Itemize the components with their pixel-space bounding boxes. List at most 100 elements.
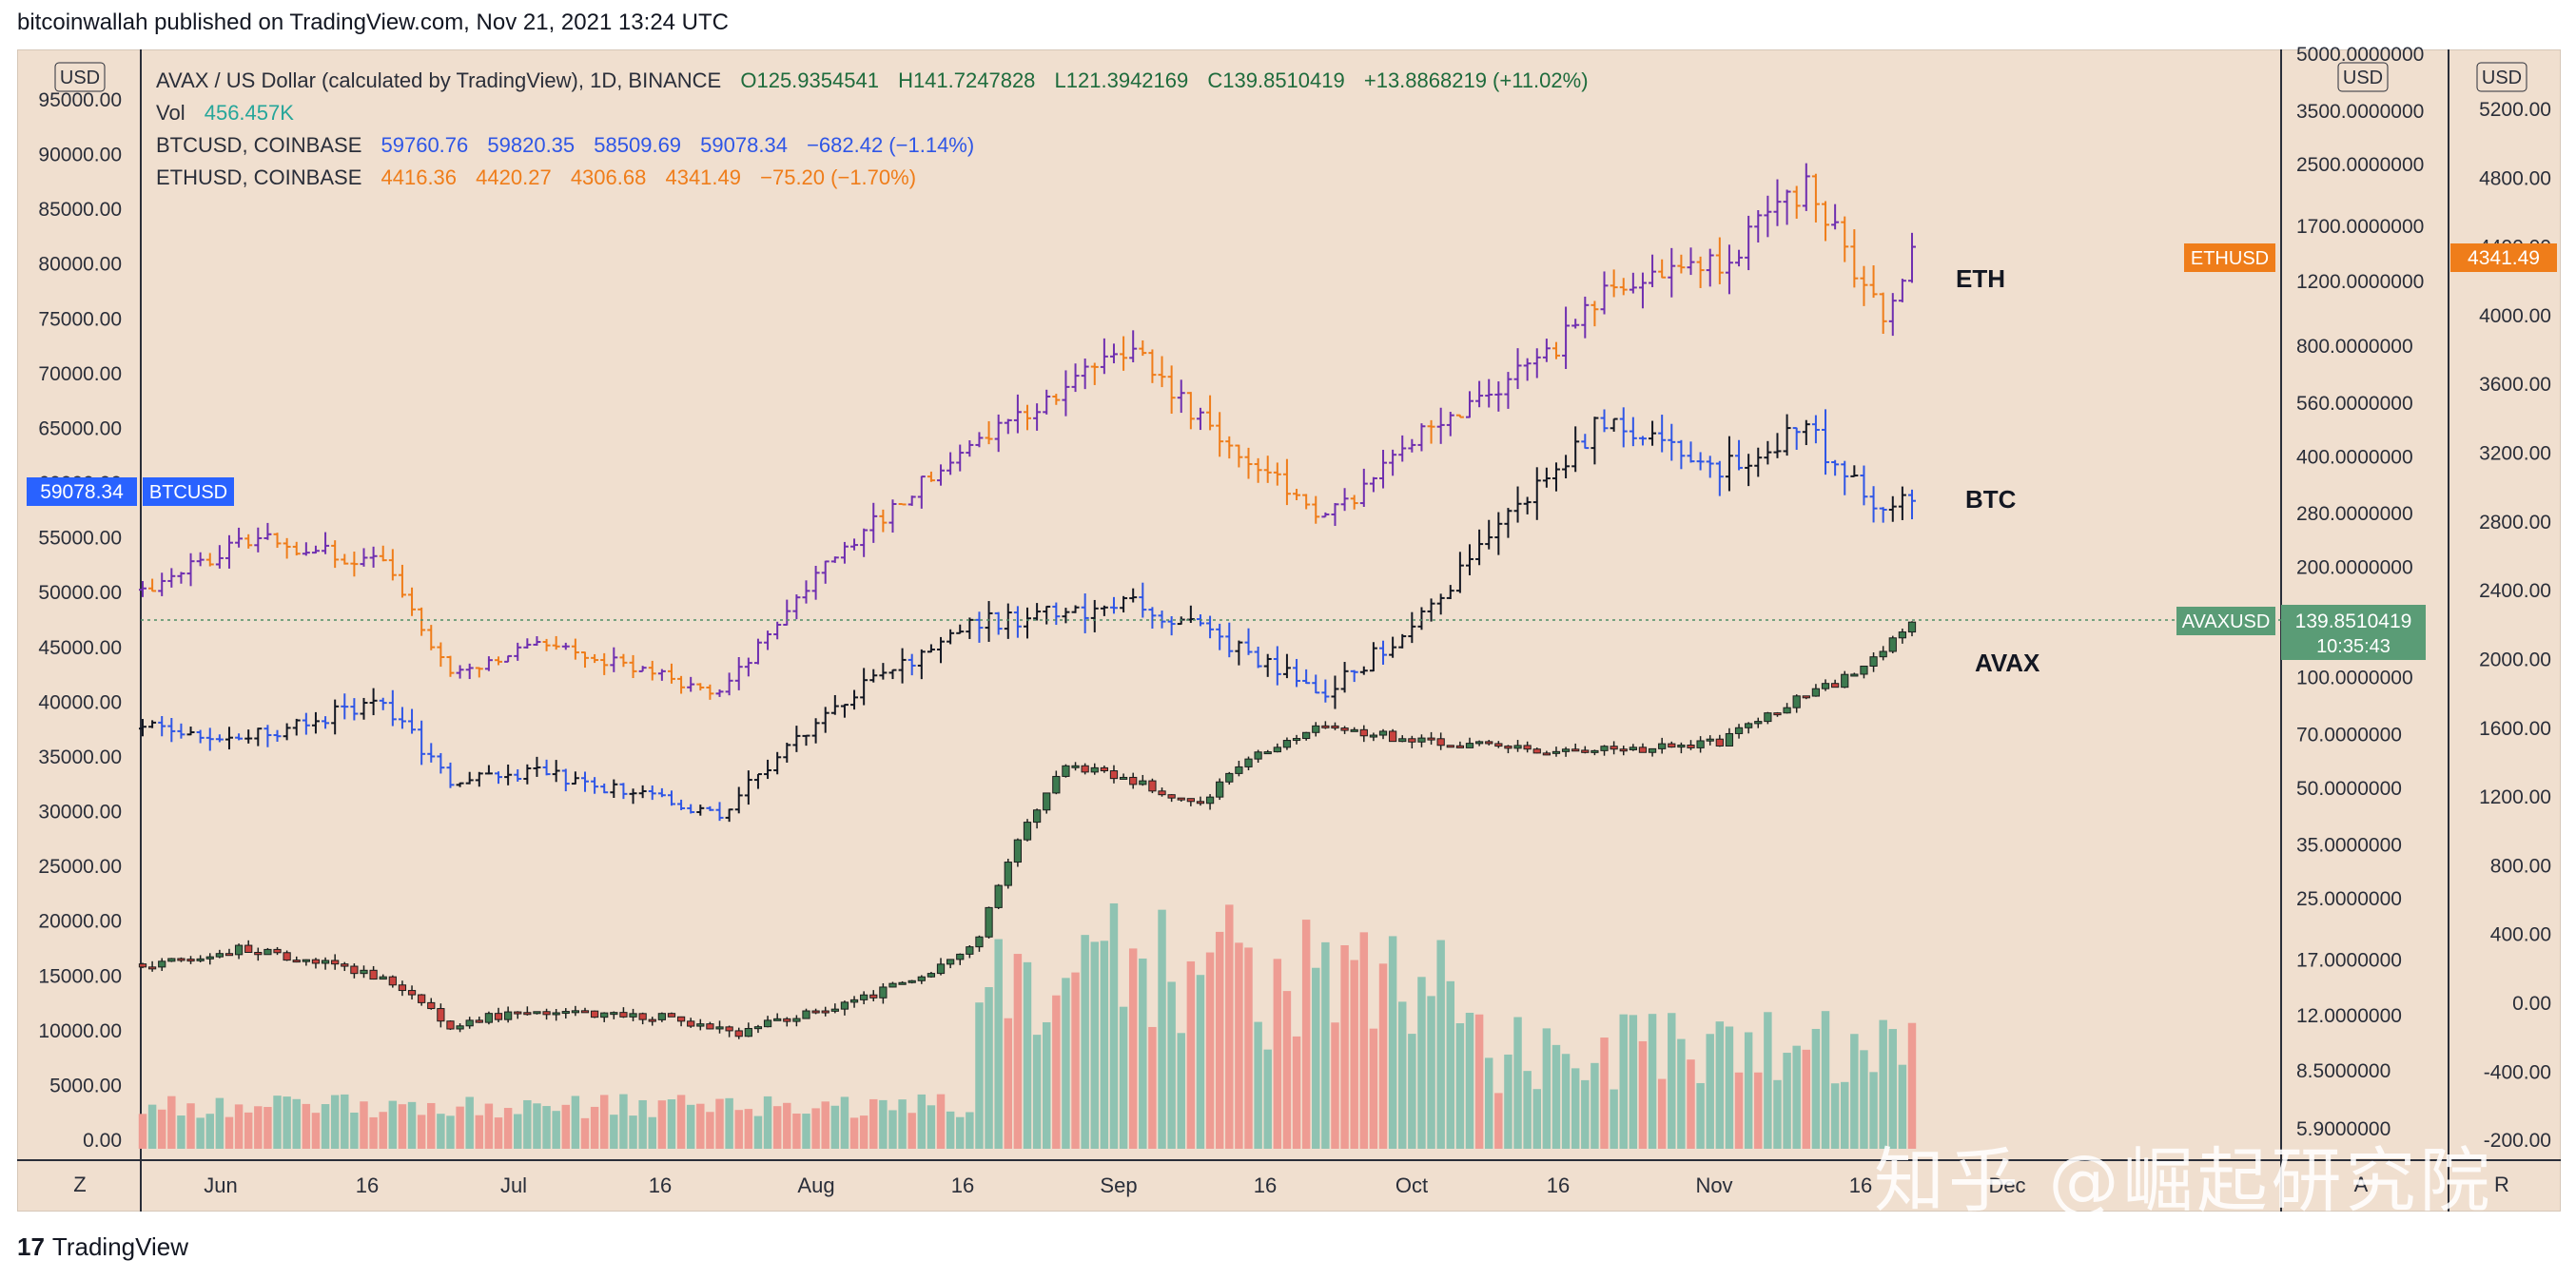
- avax-candle: [244, 944, 253, 953]
- avax-candle: [465, 1019, 474, 1027]
- volume-bar: [167, 1096, 176, 1149]
- volume-bar: [1542, 1028, 1551, 1149]
- volume-bar: [1696, 1082, 1705, 1149]
- volume-bar: [1687, 1059, 1695, 1149]
- volume-bar: [888, 1110, 897, 1149]
- avax-candle: [1062, 765, 1070, 777]
- volume-bar: [840, 1096, 849, 1149]
- svg-text:BTCUSD: BTCUSD: [149, 482, 227, 503]
- avax-axis-tick-label: 8.5000000: [2296, 1060, 2391, 1082]
- avax-legend-row[interactable]: AVAX / US Dollar (calculated by TradingV…: [156, 65, 1589, 97]
- time-axis-label: Sep: [1100, 1173, 1137, 1197]
- time-axis-label: 16: [1849, 1173, 1872, 1197]
- volume-bar: [1186, 960, 1196, 1149]
- avax-name-tag[interactable]: AVAXUSD: [2176, 607, 2275, 635]
- volume-bar: [1551, 1044, 1561, 1149]
- avax-candle: [802, 1010, 810, 1019]
- avax-candle: [1821, 683, 1830, 689]
- volume-bar: [783, 1102, 791, 1149]
- volume-bar: [917, 1094, 927, 1149]
- avax-candle: [888, 982, 897, 988]
- avax-candle: [1590, 749, 1599, 753]
- avax-candle: [147, 966, 157, 970]
- avax-candle: [1186, 798, 1195, 803]
- avax-candle: [1668, 743, 1676, 748]
- avax-candle: [1023, 822, 1032, 841]
- eth-name-tag[interactable]: ETHUSD: [2184, 243, 2275, 272]
- right-unit-box[interactable]: USD: [2476, 62, 2527, 92]
- auto-scale-button[interactable]: A: [2354, 1173, 2369, 1196]
- avax-candle: [215, 953, 224, 958]
- avax-axis-tick-label: 35.0000000: [2296, 835, 2402, 857]
- volume-bar: [1571, 1068, 1580, 1149]
- eth-price-axis[interactable]: 5200.004800.004400.004000.003600.003200.…: [2479, 99, 2551, 1152]
- btc-legend-name: BTCUSD, COINBASE: [156, 133, 362, 157]
- avax-axis-tick-label: 1200.0000000: [2296, 271, 2424, 293]
- volume-bar: [552, 1111, 560, 1149]
- avax-candle: [341, 963, 349, 967]
- avax-candle: [619, 1012, 628, 1018]
- reset-zoom-button[interactable]: Z: [65, 1168, 95, 1198]
- avax-candle: [523, 1012, 532, 1016]
- right-scale-button[interactable]: R: [2494, 1173, 2509, 1196]
- volume-bar: [696, 1103, 705, 1149]
- left-unit-box[interactable]: USD: [54, 62, 106, 92]
- btc-legend-row[interactable]: BTCUSD, COINBASE 59760.76 59820.35 58509…: [156, 129, 1589, 162]
- eth-price-tag[interactable]: 4341.49: [2450, 243, 2557, 272]
- volume-bar: [898, 1099, 907, 1149]
- btc-axis-tick-label: 40000.00: [38, 691, 122, 713]
- avax-candle: [1802, 695, 1810, 699]
- volume-bar: [1657, 1078, 1667, 1149]
- btc-axis-tick-label: 5000.00: [49, 1075, 122, 1096]
- volume-bar: [1388, 936, 1397, 1149]
- tradingview-logo-icon: 17: [17, 1232, 45, 1261]
- avax-price-tag[interactable]: 139.8510419 10:35:43: [2281, 605, 2426, 660]
- volume-bar: [1830, 1083, 1840, 1149]
- eth-legend-row[interactable]: ETHUSD, COINBASE 4416.36 4420.27 4306.68…: [156, 162, 1589, 194]
- volume-bar: [417, 1115, 426, 1149]
- avax-candle: [860, 994, 868, 1000]
- avax-candle: [849, 999, 859, 1003]
- volume-bar: [475, 1115, 484, 1149]
- time-axis[interactable]: Jun 16 Jul 16 Aug 16 Sep 16 Oct 16 Nov 16 Dec: [204, 1173, 2025, 1197]
- volume-bar: [985, 987, 993, 1149]
- avax-candle: [331, 960, 340, 965]
- avax-candle: [388, 976, 397, 986]
- avax-candle: [1638, 747, 1648, 753]
- volume-bar: [369, 1116, 378, 1149]
- avax-candle: [1860, 665, 1868, 675]
- volume-bar: [772, 1106, 782, 1149]
- avax-candle: [1139, 780, 1147, 785]
- avax-candle: [1273, 747, 1281, 753]
- volume-bar: [321, 1104, 330, 1149]
- avax-candle: [966, 946, 974, 955]
- avax-candle: [1205, 796, 1215, 805]
- volume-bar: [869, 1098, 878, 1149]
- btc-price-axis[interactable]: 0.00 5000.00 10000.00 15000.00 20000.00 25000…: [38, 89, 122, 1152]
- avax-candle: [283, 952, 291, 961]
- volume-bar: [1119, 1006, 1128, 1149]
- volume-bar: [273, 1096, 282, 1149]
- volume-legend-row[interactable]: Vol 456.457K: [156, 97, 1589, 129]
- avax-legend-close: C139.8510419: [1207, 68, 1345, 92]
- tradingview-footer[interactable]: 17 TradingView: [17, 1232, 188, 1262]
- volume-bar: [330, 1095, 340, 1149]
- volume-legend-name: Vol: [156, 101, 185, 125]
- avax-candle: [667, 1013, 676, 1018]
- btc-price-tag[interactable]: 59078.34: [27, 477, 137, 506]
- btc-name-tag[interactable]: BTCUSD: [143, 477, 234, 506]
- avax-candle: [1350, 728, 1358, 732]
- avax-candle: [1600, 746, 1609, 751]
- avax-axis-tick-label: 400.0000000: [2296, 446, 2413, 468]
- mid-unit-box[interactable]: USD: [2337, 62, 2389, 92]
- avax-candle: [158, 960, 166, 968]
- volume-bar: [580, 1117, 590, 1149]
- avax-log-price-axis[interactable]: 5000.0000000 3500.0000000 2500.0000000 1700…: [2296, 44, 2424, 1140]
- avax-candle: [956, 953, 965, 960]
- volume-bar: [1340, 944, 1349, 1149]
- avax-candle: [504, 1011, 513, 1020]
- volume-bar: [1100, 941, 1109, 1149]
- volume-bar: [205, 1114, 214, 1149]
- avax-candle: [1446, 745, 1454, 748]
